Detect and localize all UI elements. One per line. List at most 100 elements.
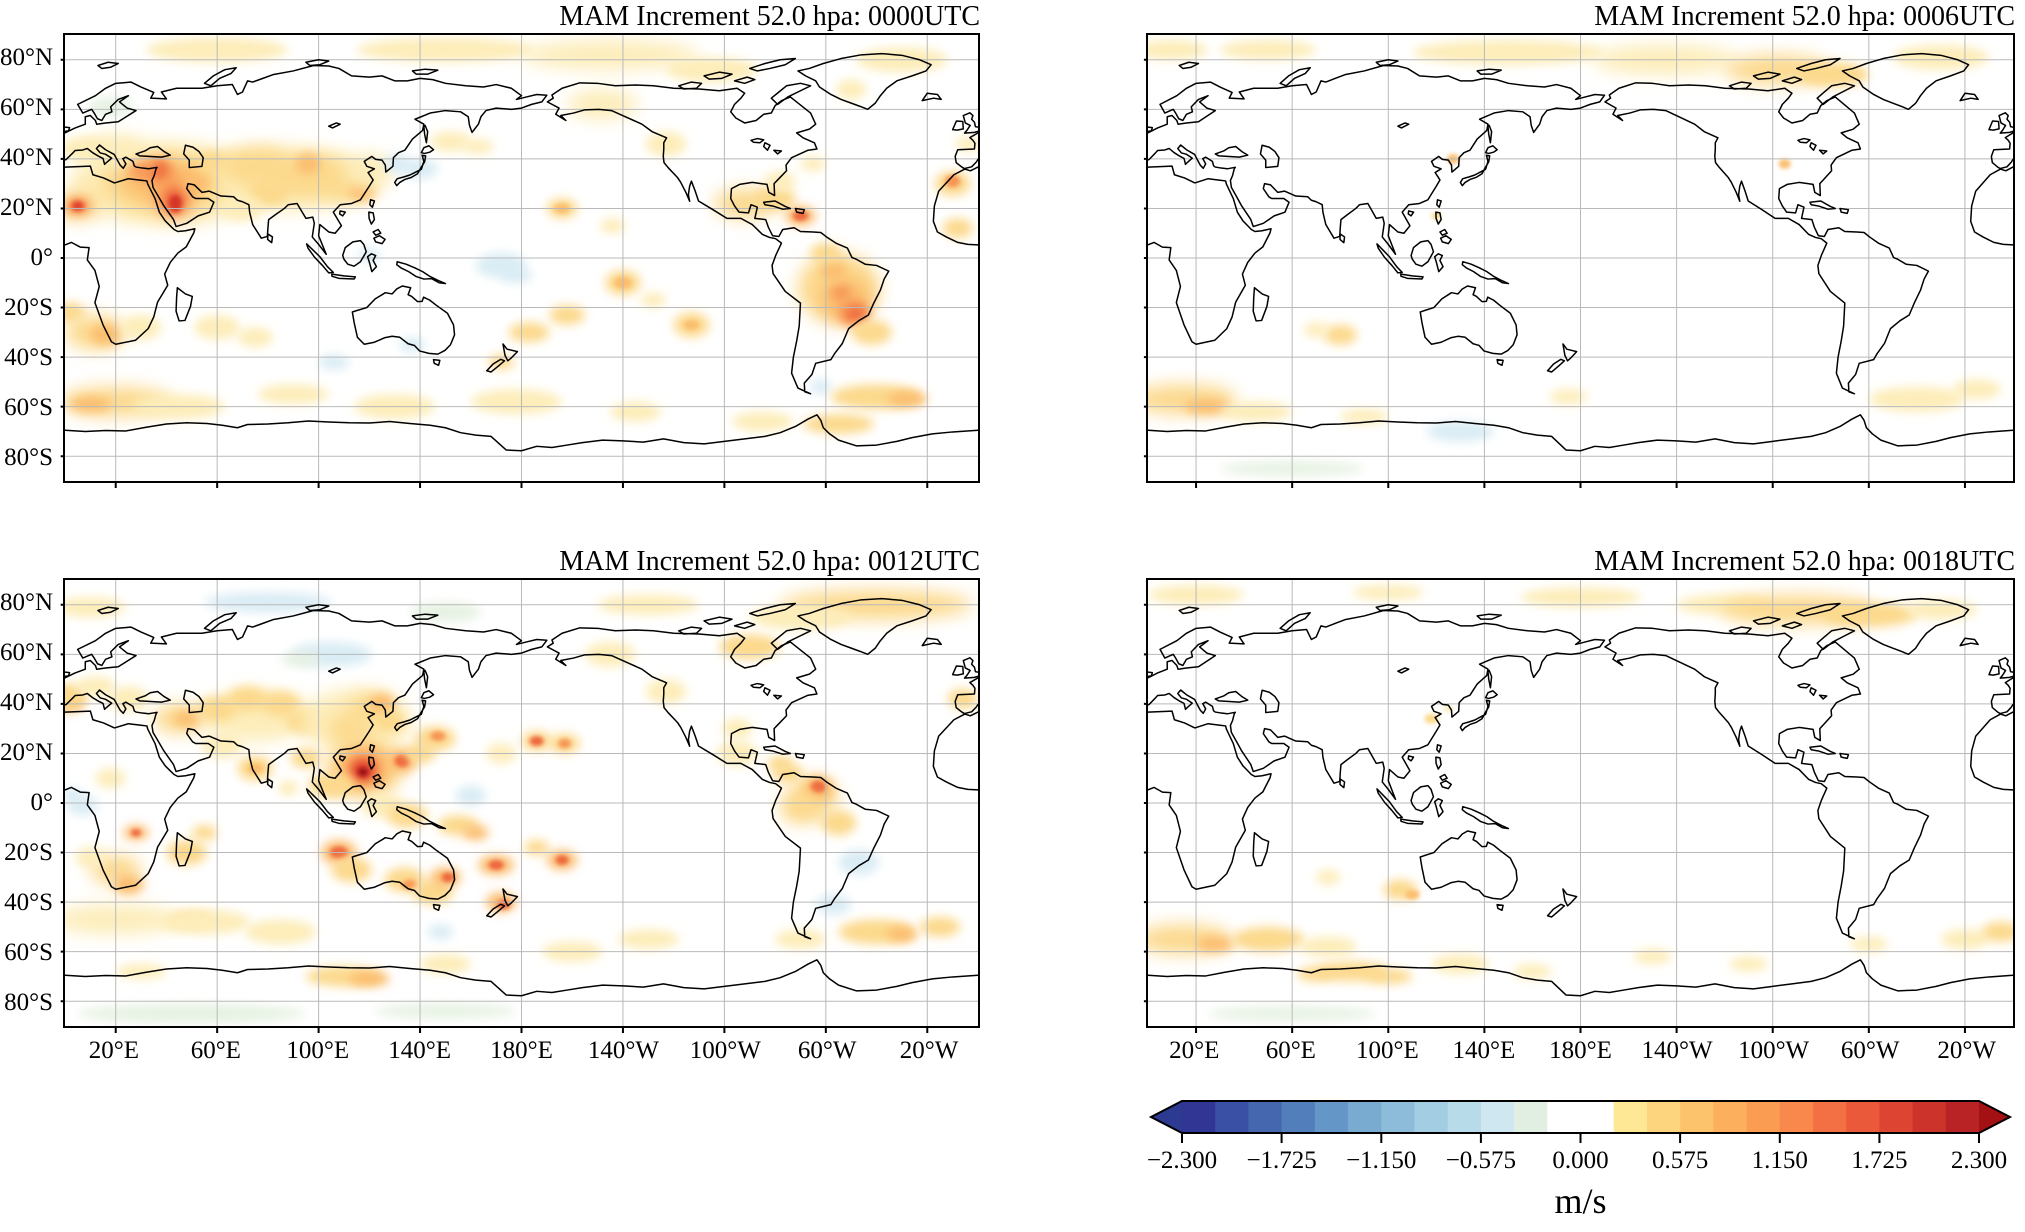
colorbar-segment — [1680, 1100, 1714, 1134]
increment-blob — [108, 686, 149, 712]
colorbar-segment — [1480, 1100, 1515, 1134]
increment-blob — [441, 872, 455, 883]
increment-blob — [1549, 389, 1588, 405]
colorbar-tick-label: −2.300 — [1146, 1147, 1218, 1174]
colorbar-segment — [1613, 1100, 1648, 1134]
increment-blob — [328, 713, 370, 744]
increment-blob — [128, 158, 154, 179]
increment-blob — [1316, 869, 1341, 885]
increment-blob — [1405, 889, 1420, 900]
world-coastlines — [1148, 54, 2013, 451]
increment-blob — [645, 679, 687, 704]
map-panel-0000utc — [63, 33, 980, 483]
lon-tick-label: 100°E — [1355, 1037, 1419, 1064]
map-content — [1148, 580, 2013, 1026]
increment-blob — [1148, 39, 1209, 60]
increment-blob — [77, 1003, 306, 1024]
increment-blob — [1443, 705, 1454, 713]
lat-tick-label: 20°S — [4, 839, 53, 866]
graticule — [65, 580, 978, 1026]
increment-blob — [318, 354, 350, 370]
increment-blob — [430, 131, 471, 152]
increment-blob — [780, 793, 821, 823]
lon-tick-label: 20°W — [1937, 1037, 1997, 1064]
lon-tick-label: 60°W — [1840, 1037, 1900, 1064]
lon-tick-label: 140°W — [587, 1037, 659, 1064]
increment-blob — [600, 218, 626, 234]
increment-blob — [645, 131, 687, 157]
increment-blob — [488, 859, 504, 870]
lat-tick-label: 60°S — [4, 939, 53, 966]
increment-blob — [295, 153, 322, 174]
increment-blob — [374, 1003, 517, 1019]
colorbar-segment — [1812, 1100, 1847, 1134]
increment-blob — [1868, 386, 1965, 412]
lat-tick-label: 60°N — [0, 94, 54, 121]
increment-blob — [95, 768, 126, 789]
colorbar-segment — [1182, 1100, 1216, 1134]
increment-blob — [1304, 322, 1329, 338]
lat-tick-label: 80°N — [0, 44, 54, 71]
increment-blob — [70, 396, 111, 412]
increment-blob — [1220, 401, 1293, 422]
increment-blob — [65, 302, 86, 323]
increment-blob — [942, 218, 973, 239]
lon-tick-label: 140°W — [1641, 1037, 1713, 1064]
increment-blob — [815, 894, 852, 915]
increment-blob — [810, 780, 826, 794]
lon-tick-label: 100°E — [286, 1037, 350, 1064]
lat-tick-label: 40°S — [4, 344, 53, 371]
axis-ticks — [61, 60, 928, 488]
lat-tick-label: 0° — [30, 789, 54, 816]
increment-blob — [1412, 39, 1605, 65]
colorbar-segment — [1580, 1100, 1615, 1134]
increment-blob — [75, 676, 116, 697]
increment-blob — [529, 736, 544, 747]
lat-tick-label: 20°N — [0, 194, 54, 221]
increment-blob — [567, 89, 639, 120]
increment-blob — [800, 156, 826, 172]
increment-blob — [1424, 713, 1439, 724]
increment-blob — [1904, 599, 1977, 620]
increment-blob — [374, 711, 405, 732]
panel-title-0006utc: MAM Increment 52.0 hpa: 0006UTC — [1594, 1, 2015, 32]
lon-tick-label: 60°E — [1265, 1037, 1316, 1064]
increment-blob — [1633, 949, 1672, 965]
colorbar-segment — [1348, 1100, 1382, 1134]
lon-tick-label: 60°E — [190, 1037, 241, 1064]
increment-blob — [191, 825, 218, 841]
lat-tick-label: 20°N — [0, 739, 54, 766]
increment-blob — [463, 139, 494, 154]
increment-blob — [90, 324, 121, 345]
lat-tick-label: 60°S — [4, 394, 53, 421]
increment-blob — [168, 194, 182, 213]
colorbar-segment — [1248, 1100, 1283, 1134]
colorbar-tick-label: 2.300 — [1950, 1147, 2008, 1174]
lat-tick-label: 0° — [30, 244, 54, 271]
colorbar-segment — [1945, 1100, 1980, 1134]
increment-blob — [1981, 921, 2013, 942]
increment-blob — [1196, 936, 1235, 952]
colorbar-outline — [1151, 1101, 2010, 1133]
increment-blob — [409, 602, 481, 623]
colorbar-segment — [1547, 1100, 1581, 1134]
colorbar-tick-label: 0.000 — [1552, 1147, 1609, 1174]
increment-blob — [455, 785, 486, 806]
increment-blob — [420, 954, 471, 974]
map-panel-0018utc — [1146, 578, 2015, 1028]
colorbar-left-arrow — [1150, 1100, 1182, 1134]
increment-blob — [731, 411, 793, 432]
increment-blob — [1431, 954, 1490, 974]
colorbar-tick-label: −1.725 — [1246, 1147, 1317, 1174]
colorbar-segment — [1215, 1100, 1249, 1134]
lon-tick-label: 20°E — [1169, 1037, 1220, 1064]
lon-tick-label: 60°W — [797, 1037, 857, 1064]
lat-tick-label: 60°N — [0, 639, 54, 666]
lon-tick-label: 20°W — [899, 1037, 959, 1064]
lon-tick-label: 100°W — [1738, 1037, 1810, 1064]
colorbar-segment — [1912, 1100, 1947, 1134]
increment-blob — [792, 210, 809, 221]
increment-blob — [1232, 926, 1305, 952]
increment-blob — [257, 384, 329, 405]
axis-ticks — [61, 605, 928, 1033]
